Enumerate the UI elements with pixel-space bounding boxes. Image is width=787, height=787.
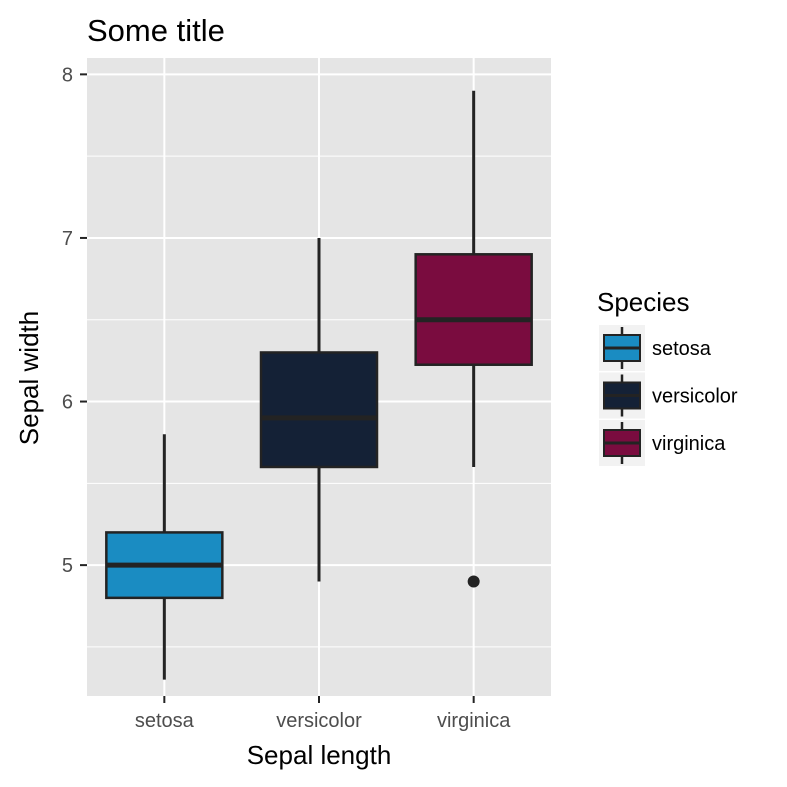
legend-label: setosa <box>652 338 712 360</box>
box-layer <box>105 90 533 680</box>
legend-title: Species <box>597 287 690 317</box>
x-axis: setosa versicolor virginica <box>135 696 511 732</box>
y-tick-label: 8 <box>62 64 73 86</box>
legend-item-versicolor: versicolor <box>599 372 738 419</box>
box-setosa <box>105 434 224 680</box>
legend-label: versicolor <box>652 386 738 408</box>
legend-label: virginica <box>652 433 726 455</box>
x-axis-title: Sepal length <box>247 740 392 770</box>
x-tick-label: versicolor <box>276 710 362 732</box>
box-versicolor <box>259 237 379 582</box>
legend-item-setosa: setosa <box>599 325 712 371</box>
chart-title: Some title <box>87 13 225 48</box>
y-axis: 5 6 7 8 <box>62 64 87 577</box>
legend-item-virginica: virginica <box>599 420 726 466</box>
x-tick-label: virginica <box>437 710 511 732</box>
y-tick-label: 5 <box>62 555 73 577</box>
legend: setosa versicolor virginica <box>599 325 738 466</box>
x-tick-label: setosa <box>135 710 195 732</box>
outlier-point <box>467 575 480 588</box>
box-virginica <box>414 90 533 588</box>
box-body <box>414 253 533 366</box>
y-axis-title: Sepal width <box>14 311 44 445</box>
y-tick-label: 6 <box>62 392 73 414</box>
y-tick-label: 7 <box>62 228 73 250</box>
box-body <box>259 351 379 469</box>
